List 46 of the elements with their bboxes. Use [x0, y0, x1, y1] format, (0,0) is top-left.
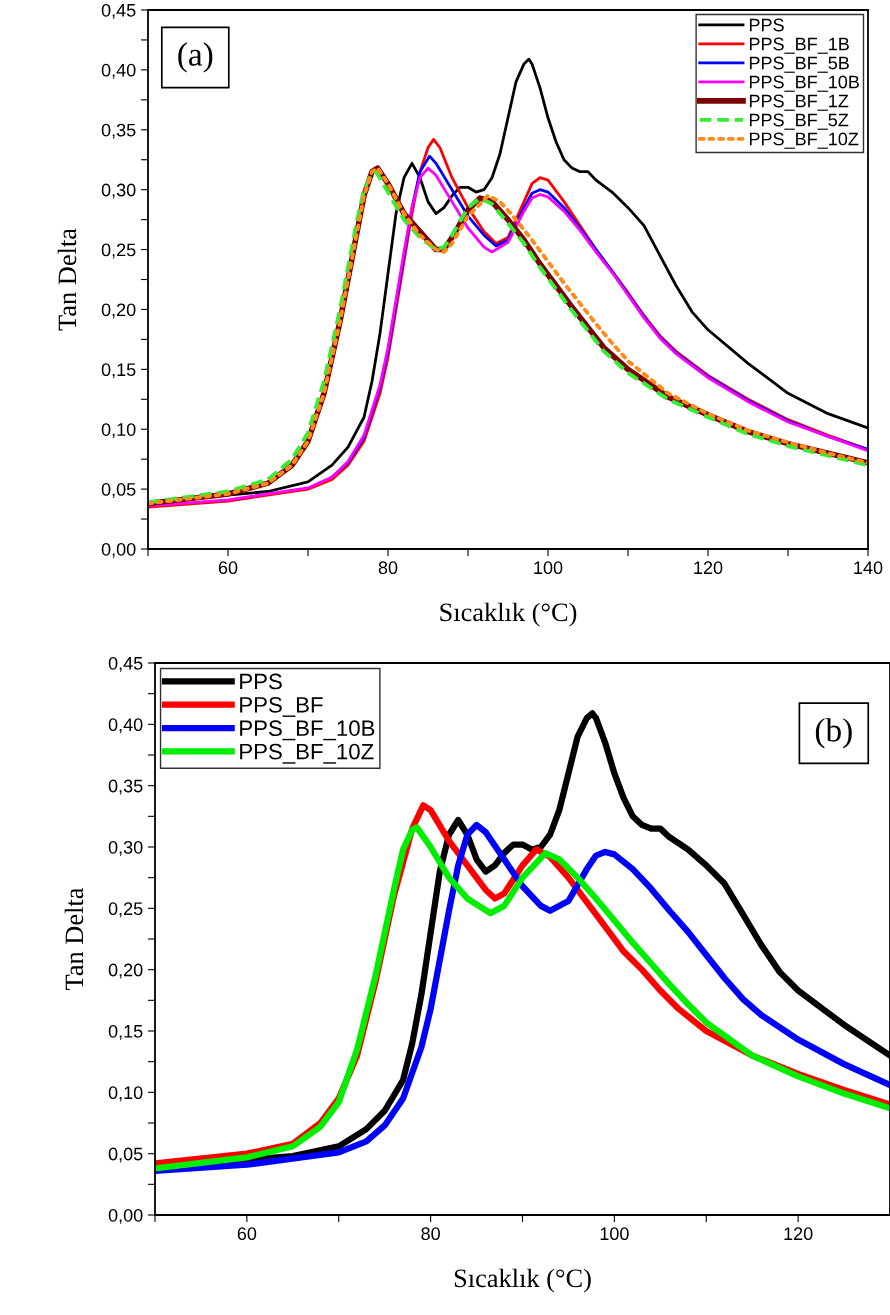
x-tick-label: 120 — [694, 561, 723, 575]
y-tick-label: 0,10 — [108, 1086, 143, 1102]
y-tick-label: 0,05 — [101, 483, 136, 498]
y-tick-label: 0,10 — [101, 423, 136, 439]
y-tick-label: 0,35 — [101, 123, 136, 139]
y-axis-title: Tan Delta — [64, 887, 84, 990]
legend-label: PPS — [240, 673, 282, 690]
y-tick-label: 0,35 — [108, 779, 143, 795]
y-tick-label: 0,20 — [108, 963, 143, 979]
legend-label: PPS_BF_5Z — [749, 113, 849, 130]
y-tick-label: 0,25 — [101, 243, 136, 259]
legend-label: PPS_BF — [240, 696, 323, 717]
legend-label: PPS_BF_5B — [749, 56, 849, 73]
legend-label: PPS_BF_10Z — [749, 132, 859, 149]
legend-label: PPS_BF_1B — [749, 37, 849, 54]
x-tick-label: 60 — [218, 561, 238, 575]
y-tick-label: 0,00 — [108, 1208, 143, 1224]
y-tick-label: 0,20 — [101, 303, 136, 319]
y-tick-label: 0,30 — [101, 183, 136, 199]
legend-label: PPS — [749, 18, 784, 32]
x-tick-label: 80 — [421, 1227, 440, 1241]
y-tick-label: 0,15 — [108, 1024, 143, 1040]
x-tick-label: 120 — [784, 1227, 813, 1241]
x-axis-title: Sıcaklık (°C) — [454, 1268, 591, 1293]
x-tick-label: 60 — [237, 1227, 257, 1241]
legend-label: PPS_BF_10Z — [240, 743, 374, 764]
legend-label: PPS_BF_10B — [749, 75, 859, 92]
x-tick-label: 80 — [378, 561, 398, 575]
x-tick-label: 100 — [600, 1227, 629, 1241]
y-tick-label: 0,30 — [108, 840, 143, 856]
y-tick-label: 0,25 — [108, 902, 143, 918]
y-tick-label: 0,15 — [101, 363, 136, 379]
y-axis-title: Tan Delta — [57, 228, 77, 331]
x-axis-title: Sıcaklık (°C) — [440, 602, 577, 627]
y-tick-label: 0,00 — [101, 542, 136, 558]
y-tick-label: 0,05 — [108, 1147, 143, 1163]
annotation: (a) — [178, 42, 213, 73]
legend-label: PPS_BF_1Z — [749, 94, 849, 111]
y-tick-label: 0,40 — [108, 718, 143, 734]
y-tick-label: 0,45 — [101, 3, 136, 19]
y-tick-label: 0,40 — [101, 63, 136, 79]
x-tick-label: 100 — [534, 561, 563, 575]
y-tick-label: 0,45 — [108, 656, 143, 672]
annotation: (b) — [815, 718, 852, 749]
legend-label: PPS_BF_10B — [240, 720, 375, 741]
x-tick-label: 140 — [854, 561, 883, 575]
